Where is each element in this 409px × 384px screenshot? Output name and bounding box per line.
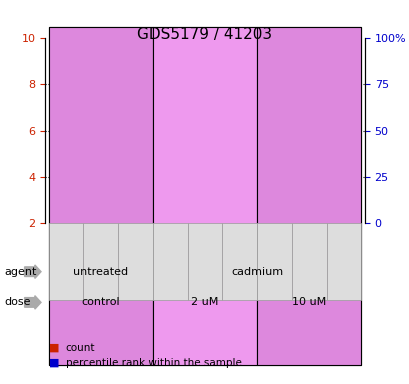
Text: count: count: [65, 343, 95, 353]
Bar: [57, 181, 74, 223]
Bar: [92, 184, 109, 223]
Text: ■: ■: [49, 343, 60, 353]
Bar: [231, 193, 248, 223]
Bar: [126, 158, 144, 223]
Text: 10 uM: 10 uM: [292, 297, 326, 308]
Bar: [335, 216, 352, 223]
Text: dose: dose: [4, 297, 31, 308]
Text: percentile rank within the sample: percentile rank within the sample: [65, 358, 241, 368]
Text: ■: ■: [49, 358, 60, 368]
Text: control: control: [81, 297, 120, 308]
Bar: [265, 112, 283, 223]
Bar: [300, 38, 317, 223]
Bar: [196, 167, 213, 223]
Text: untreated: untreated: [73, 266, 128, 277]
Text: cadmium: cadmium: [231, 266, 283, 277]
Text: agent: agent: [4, 266, 36, 277]
Text: 2 uM: 2 uM: [191, 297, 218, 308]
Text: GDS5179 / 41203: GDS5179 / 41203: [137, 27, 272, 42]
Bar: [161, 66, 178, 223]
